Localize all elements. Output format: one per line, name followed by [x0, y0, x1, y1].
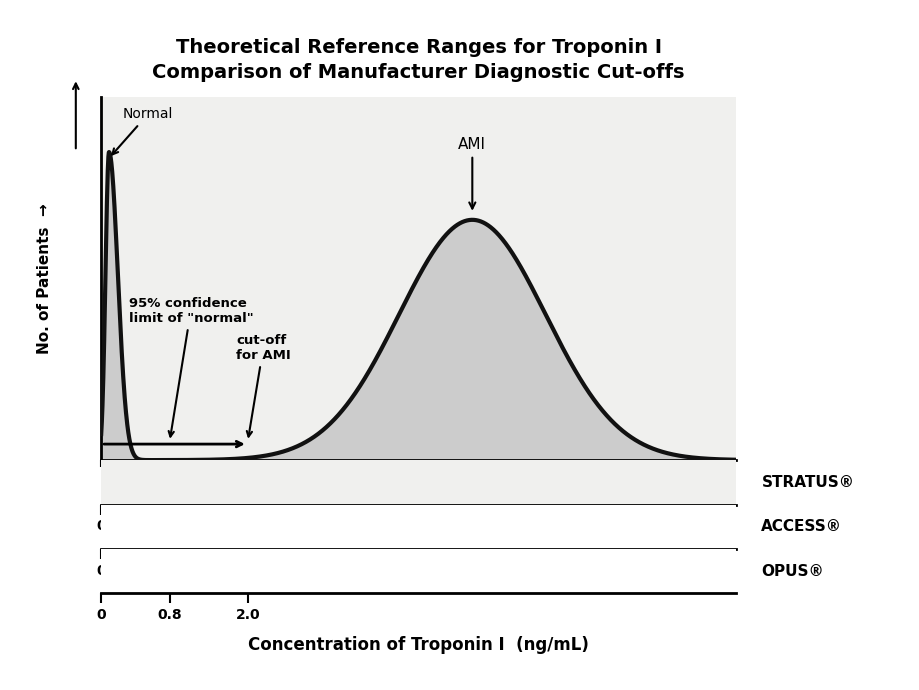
X-axis label: Concentration of Troponin I  (ng/mL): Concentration of Troponin I (ng/mL)	[248, 636, 588, 654]
Text: Normal: Normal	[112, 107, 173, 155]
Text: Theoretical Reference Ranges for Troponin I
Comparison of Manufacturer Diagnosti: Theoretical Reference Ranges for Troponi…	[153, 38, 684, 82]
Text: OPUS®: OPUS®	[761, 564, 823, 579]
Text: No. of Patients  →: No. of Patients →	[37, 203, 51, 354]
Text: cut-off
for AMI: cut-off for AMI	[235, 333, 290, 437]
Text: STRATUS®: STRATUS®	[761, 475, 854, 490]
Text: AMI: AMI	[458, 137, 486, 208]
Text: ACCESS®: ACCESS®	[761, 520, 842, 534]
Text: 95% confidence
limit of "normal": 95% confidence limit of "normal"	[129, 297, 253, 437]
